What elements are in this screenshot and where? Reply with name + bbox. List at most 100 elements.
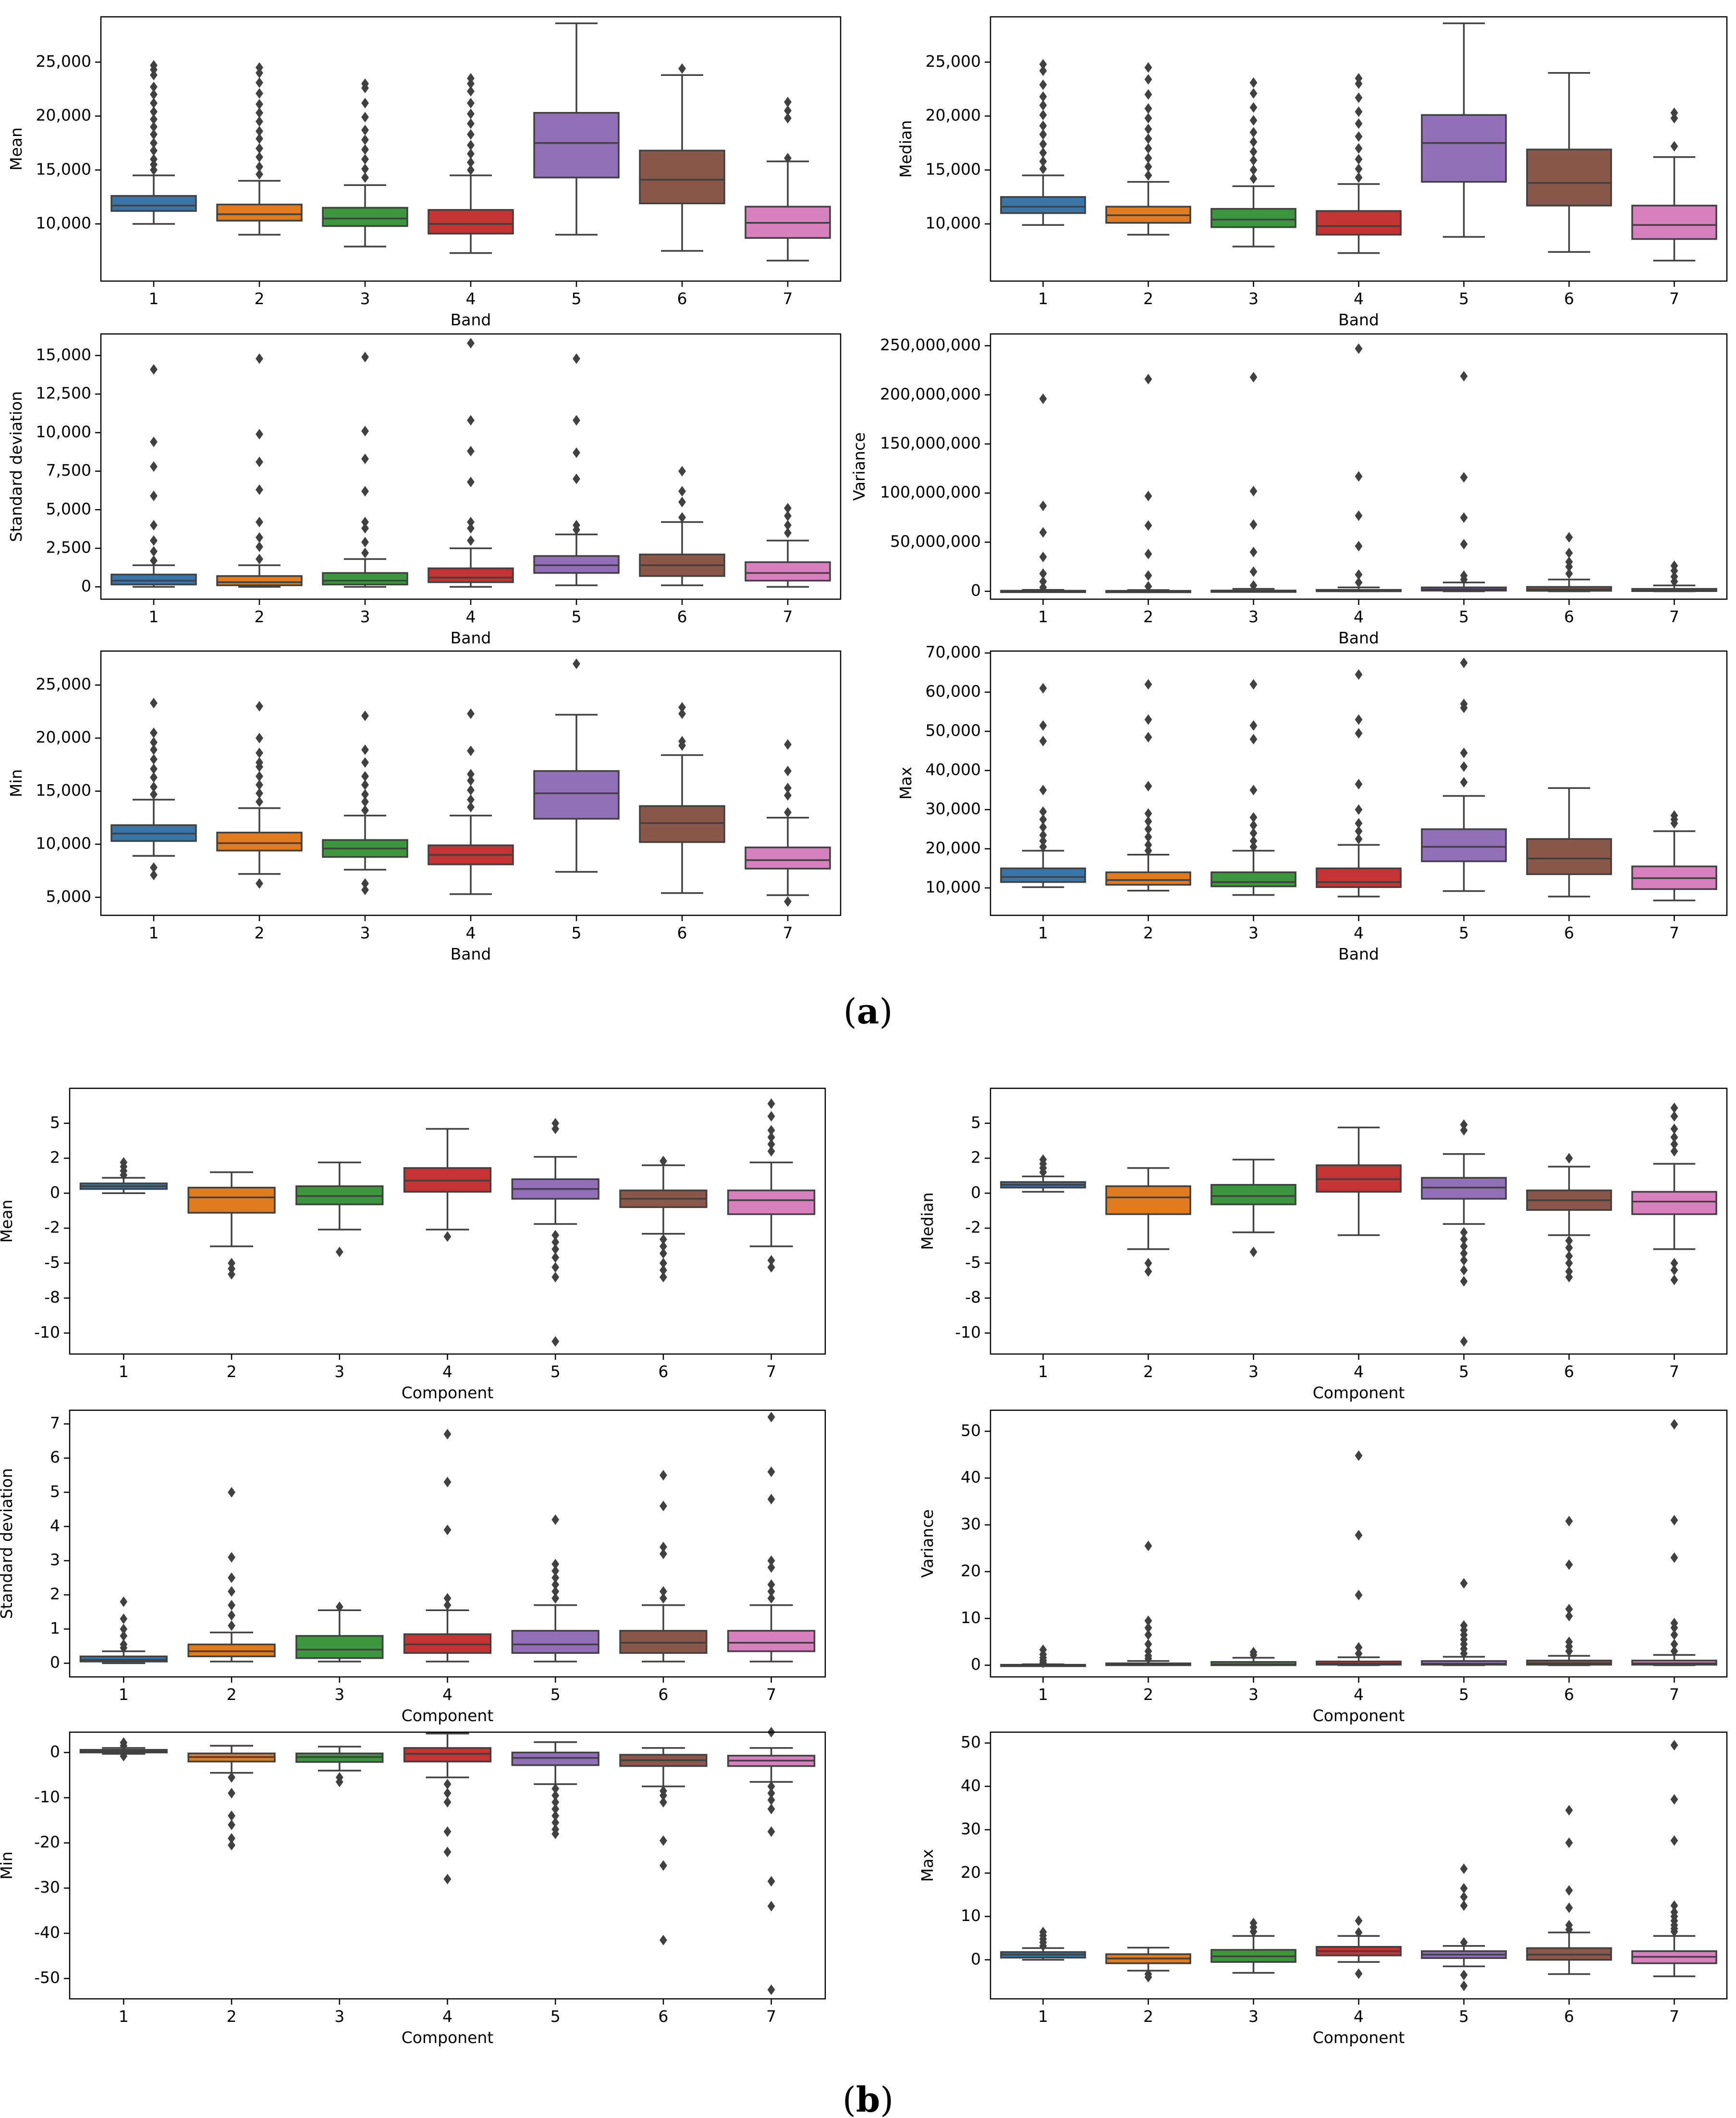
- flier-point: [1249, 566, 1258, 577]
- flier-point: [784, 782, 792, 793]
- flier-point: [1039, 568, 1047, 579]
- flier-point: [1670, 1257, 1678, 1268]
- flier-point: [1565, 1515, 1573, 1527]
- x-tick-label: 2: [255, 289, 265, 308]
- flier-point: [573, 415, 580, 426]
- box-1: [1000, 1154, 1086, 1193]
- x-tick-label: 6: [677, 924, 687, 942]
- flier-point: [361, 172, 369, 183]
- flier-point: [784, 765, 792, 776]
- x-tick-label: 6: [677, 289, 687, 308]
- flier-point: [150, 364, 158, 375]
- flier-point: [1249, 173, 1258, 184]
- x-tick-label: 3: [1248, 924, 1259, 942]
- x-tick-label: 2: [1143, 924, 1153, 942]
- flier-point: [361, 124, 369, 135]
- flier-point: [150, 519, 158, 530]
- x-tick-label: 6: [1564, 289, 1574, 308]
- axes-frame: [990, 333, 1728, 600]
- box-7: [745, 503, 831, 588]
- flier-point: [443, 1847, 452, 1858]
- iqr-box: [1421, 828, 1507, 862]
- panel-label-close-paren: ): [879, 991, 892, 1032]
- flier-point: [467, 801, 475, 813]
- flier-point: [1355, 131, 1363, 142]
- box-5: [1421, 370, 1507, 592]
- flier-point: [1670, 1740, 1678, 1751]
- x-tick-label: 2: [227, 2007, 237, 2026]
- flier-point: [767, 1787, 775, 1798]
- flier-point: [1670, 810, 1678, 821]
- flier-point: [767, 1803, 775, 1814]
- flier-point: [467, 477, 475, 488]
- x-tick-label: 1: [1038, 1685, 1048, 1704]
- chart-b-max: 0 10 20 30 40 50 1 2 3 4 5 6 7 Component Max: [918, 1731, 1728, 2047]
- axes-frame: [990, 1409, 1728, 1678]
- flier-point: [1460, 370, 1468, 382]
- iqr-box: [1000, 867, 1086, 883]
- flier-point: [1460, 472, 1468, 483]
- flier-point: [1144, 62, 1152, 73]
- iqr-box: [1316, 210, 1402, 236]
- flier-point: [1039, 814, 1047, 825]
- flier-point: [1355, 1529, 1363, 1540]
- x-tick-label: 1: [119, 2007, 129, 2026]
- flier-point: [1144, 570, 1152, 581]
- y-tick-label: 250,000,000: [880, 335, 981, 354]
- flier-point: [361, 757, 369, 768]
- flier-point: [1144, 74, 1152, 85]
- chart-b-standard-deviation: 0 1 2 3 4 5 6 7 1 2 3 4 5 6 7 Component Standard deviati…: [0, 1409, 826, 1725]
- iqr-box: [1105, 871, 1191, 886]
- flier-point: [1355, 163, 1363, 174]
- flier-point: [150, 754, 158, 765]
- y-tick-label: 20,000: [926, 106, 981, 124]
- box-5: [1421, 657, 1507, 892]
- flier-point: [1460, 1241, 1468, 1252]
- x-tick-label: 7: [1669, 289, 1679, 308]
- y-tick-label: 5: [50, 1113, 60, 1132]
- flier-point: [1249, 1647, 1258, 1658]
- x-tick-label: 4: [442, 1362, 452, 1381]
- flier-point: [660, 1593, 667, 1604]
- flier-point: [1355, 1915, 1363, 1926]
- y-axis-label: Standard deviation: [0, 1468, 16, 1619]
- y-tick-label: 0: [50, 1742, 60, 1761]
- y-tick-label: -2: [965, 1218, 981, 1237]
- x-tick-label: 6: [658, 1685, 668, 1704]
- flier-point: [1670, 1102, 1678, 1113]
- flier-point: [1249, 88, 1258, 99]
- flier-point: [1460, 657, 1468, 668]
- flier-point: [256, 107, 263, 118]
- box-7: [745, 739, 831, 907]
- flier-point: [1144, 170, 1152, 181]
- x-tick-label: 3: [1248, 2007, 1259, 2026]
- iqr-box: [216, 203, 303, 222]
- box-3: [1210, 679, 1296, 896]
- flier-point: [120, 1624, 128, 1635]
- flier-point: [1249, 1246, 1258, 1257]
- flier-point: [1460, 1248, 1468, 1259]
- flier-point: [1565, 1636, 1573, 1647]
- flier-point: [256, 554, 263, 565]
- flier-point: [1670, 1618, 1678, 1629]
- x-tick-label: 1: [119, 1362, 129, 1381]
- flier-point: [256, 62, 263, 73]
- flier-point: [784, 896, 792, 907]
- flier-point: [150, 535, 158, 546]
- flier-point: [1565, 1235, 1573, 1246]
- flier-point: [467, 415, 475, 426]
- box-6: [1526, 1805, 1612, 1975]
- flier-point: [784, 510, 792, 521]
- box-3: [322, 78, 408, 247]
- flier-point: [335, 1776, 343, 1787]
- flier-point: [767, 1412, 775, 1423]
- flier-point: [443, 1593, 452, 1604]
- flier-point: [660, 1234, 667, 1245]
- x-tick-label: 5: [1459, 1685, 1469, 1704]
- flier-point: [361, 163, 369, 174]
- x-tick-label: 3: [360, 924, 370, 942]
- flier-point: [1249, 679, 1258, 690]
- flier-point: [1144, 824, 1152, 835]
- box-6: [1526, 787, 1612, 898]
